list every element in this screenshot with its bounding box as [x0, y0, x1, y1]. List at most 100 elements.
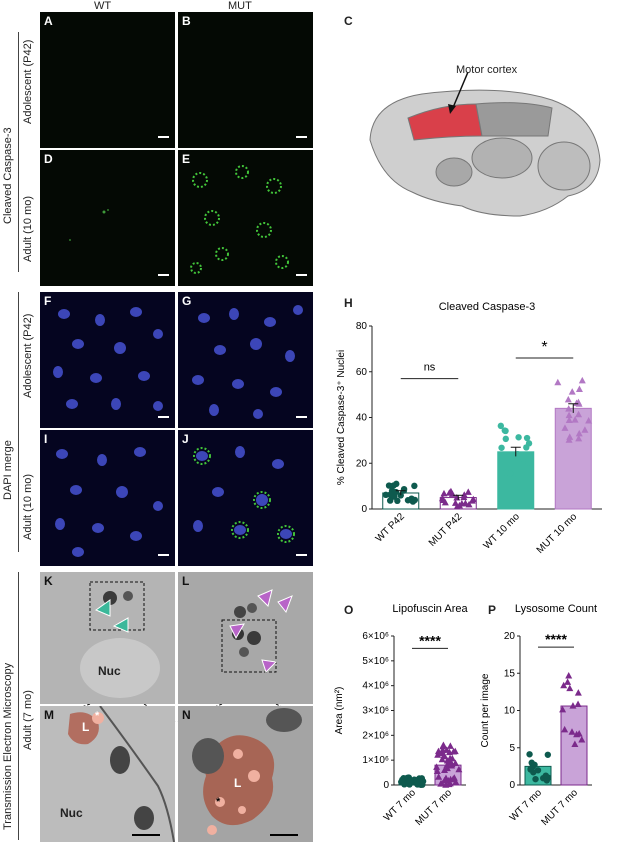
chart-title: Lipofuscin Area — [392, 603, 468, 615]
y-tick-label: 0 — [361, 504, 367, 515]
data-point — [565, 436, 573, 443]
column-header-mut: MUT — [228, 0, 252, 12]
data-point — [446, 742, 454, 749]
tem-texture — [80, 581, 160, 698]
panel-letter-a: A — [44, 14, 53, 28]
dapi-nuclei — [53, 307, 163, 411]
data-point — [441, 776, 449, 784]
data-point — [433, 767, 441, 774]
micrograph-panel-a: A — [40, 12, 175, 148]
y-tick-label: 60 — [356, 367, 368, 378]
data-point — [446, 779, 454, 787]
y-tick-label: 1×10⁶ — [362, 755, 389, 766]
data-point — [387, 491, 394, 498]
scale-bar — [296, 274, 307, 276]
row-label-caspase-adolescent: Adolescent (P42) — [22, 39, 34, 124]
tem-panel-l: L — [178, 572, 313, 704]
data-point — [441, 766, 449, 774]
data-point — [574, 689, 582, 696]
tem-panel-n: N L * — [178, 706, 313, 842]
data-point — [434, 747, 442, 755]
scale-bar — [296, 554, 307, 556]
dapi-merge-nuclei — [193, 446, 295, 543]
data-point — [392, 488, 400, 496]
significance-label: **** — [545, 631, 567, 647]
data-point — [448, 762, 456, 769]
panel-letter-e: E — [182, 152, 191, 166]
star-marker-n: * — [216, 796, 221, 808]
data-point — [525, 459, 532, 466]
data-point — [565, 416, 573, 424]
panel-letter-h: H — [344, 296, 353, 310]
row-label-caspase-adult: Adult (10 mo) — [22, 195, 34, 262]
data-point — [461, 499, 469, 507]
data-point — [385, 482, 393, 489]
data-point — [514, 474, 522, 482]
micrograph-panel-j: J — [178, 430, 313, 566]
data-point — [565, 671, 573, 679]
scale-bar — [158, 274, 169, 276]
y-tick-label: 6×10⁶ — [362, 631, 389, 642]
data-point — [439, 496, 447, 503]
dapi-nuclei — [192, 305, 303, 419]
dapi-nuclei — [55, 447, 163, 557]
column-header-wt: WT — [94, 0, 112, 12]
x-tick-label: MUT 7 mo — [413, 787, 454, 828]
panel-letter-m: M — [44, 708, 54, 722]
y-tick-label: 3×10⁶ — [362, 706, 389, 717]
data-point — [571, 416, 579, 423]
significance-label: * — [541, 339, 547, 356]
y-tick-label: 20 — [356, 458, 368, 469]
panel-letter-l: L — [182, 574, 190, 588]
data-point — [390, 482, 397, 489]
data-point — [435, 773, 443, 780]
data-point — [406, 777, 414, 785]
data-point — [411, 482, 418, 490]
chart-o: Lipofuscin Area Area (nm²) 0 1×10⁶ 2×10⁶ 3×10… — [334, 603, 468, 828]
tem-texture — [221, 589, 293, 673]
tem-texture — [192, 708, 302, 836]
tem-panel-k: K Nuc — [40, 572, 175, 704]
data-point — [565, 411, 573, 419]
group-bracket-dapi — [18, 292, 19, 552]
panel-letter-k: K — [44, 574, 53, 588]
panel-letter-c: C — [344, 14, 353, 28]
data-point — [515, 463, 522, 471]
panel-letter-n: N — [182, 708, 191, 722]
data-point — [397, 492, 404, 499]
data-point — [519, 454, 527, 461]
data-point — [564, 678, 572, 685]
panel-letter-j: J — [182, 432, 189, 446]
x-tick-label: MUT P42 — [427, 511, 465, 549]
chart-h: Cleaved Caspase-3 % Cleaved Caspase-3⁺ Nu… — [336, 301, 602, 556]
y-tick-label: 20 — [504, 631, 516, 642]
y-tick-label: 80 — [356, 321, 368, 332]
data-point — [575, 410, 583, 418]
tem-panel-m: M L * Nuc — [40, 706, 175, 842]
y-axis-label: % Cleaved Caspase-3⁺ Nuclei — [336, 350, 347, 485]
y-tick-label: 5 — [509, 743, 515, 754]
data-point — [438, 755, 446, 763]
panel-letter-g: G — [182, 294, 192, 308]
data-point — [585, 416, 593, 424]
data-point — [574, 700, 582, 708]
panel-letter-d: D — [44, 152, 53, 166]
scale-bar — [158, 136, 169, 138]
group-bracket-tem — [18, 572, 19, 840]
data-point — [502, 427, 509, 435]
panel-letter-o: O — [344, 603, 354, 617]
data-point — [565, 405, 573, 412]
star-marker-m: * — [95, 710, 100, 722]
data-point — [445, 748, 453, 756]
scale-bar — [296, 416, 307, 418]
data-point — [526, 751, 533, 758]
x-tick-label: WT 7 mo — [508, 787, 545, 824]
x-tick-label: MUT 7 mo — [539, 787, 580, 828]
data-point — [554, 378, 562, 386]
data-point — [568, 728, 576, 735]
data-point — [527, 765, 534, 772]
row-group-dapi: DAPI merge — [2, 440, 14, 500]
data-point — [451, 759, 459, 767]
data-point — [500, 452, 507, 460]
x-tick-label: WT P42 — [374, 511, 407, 544]
